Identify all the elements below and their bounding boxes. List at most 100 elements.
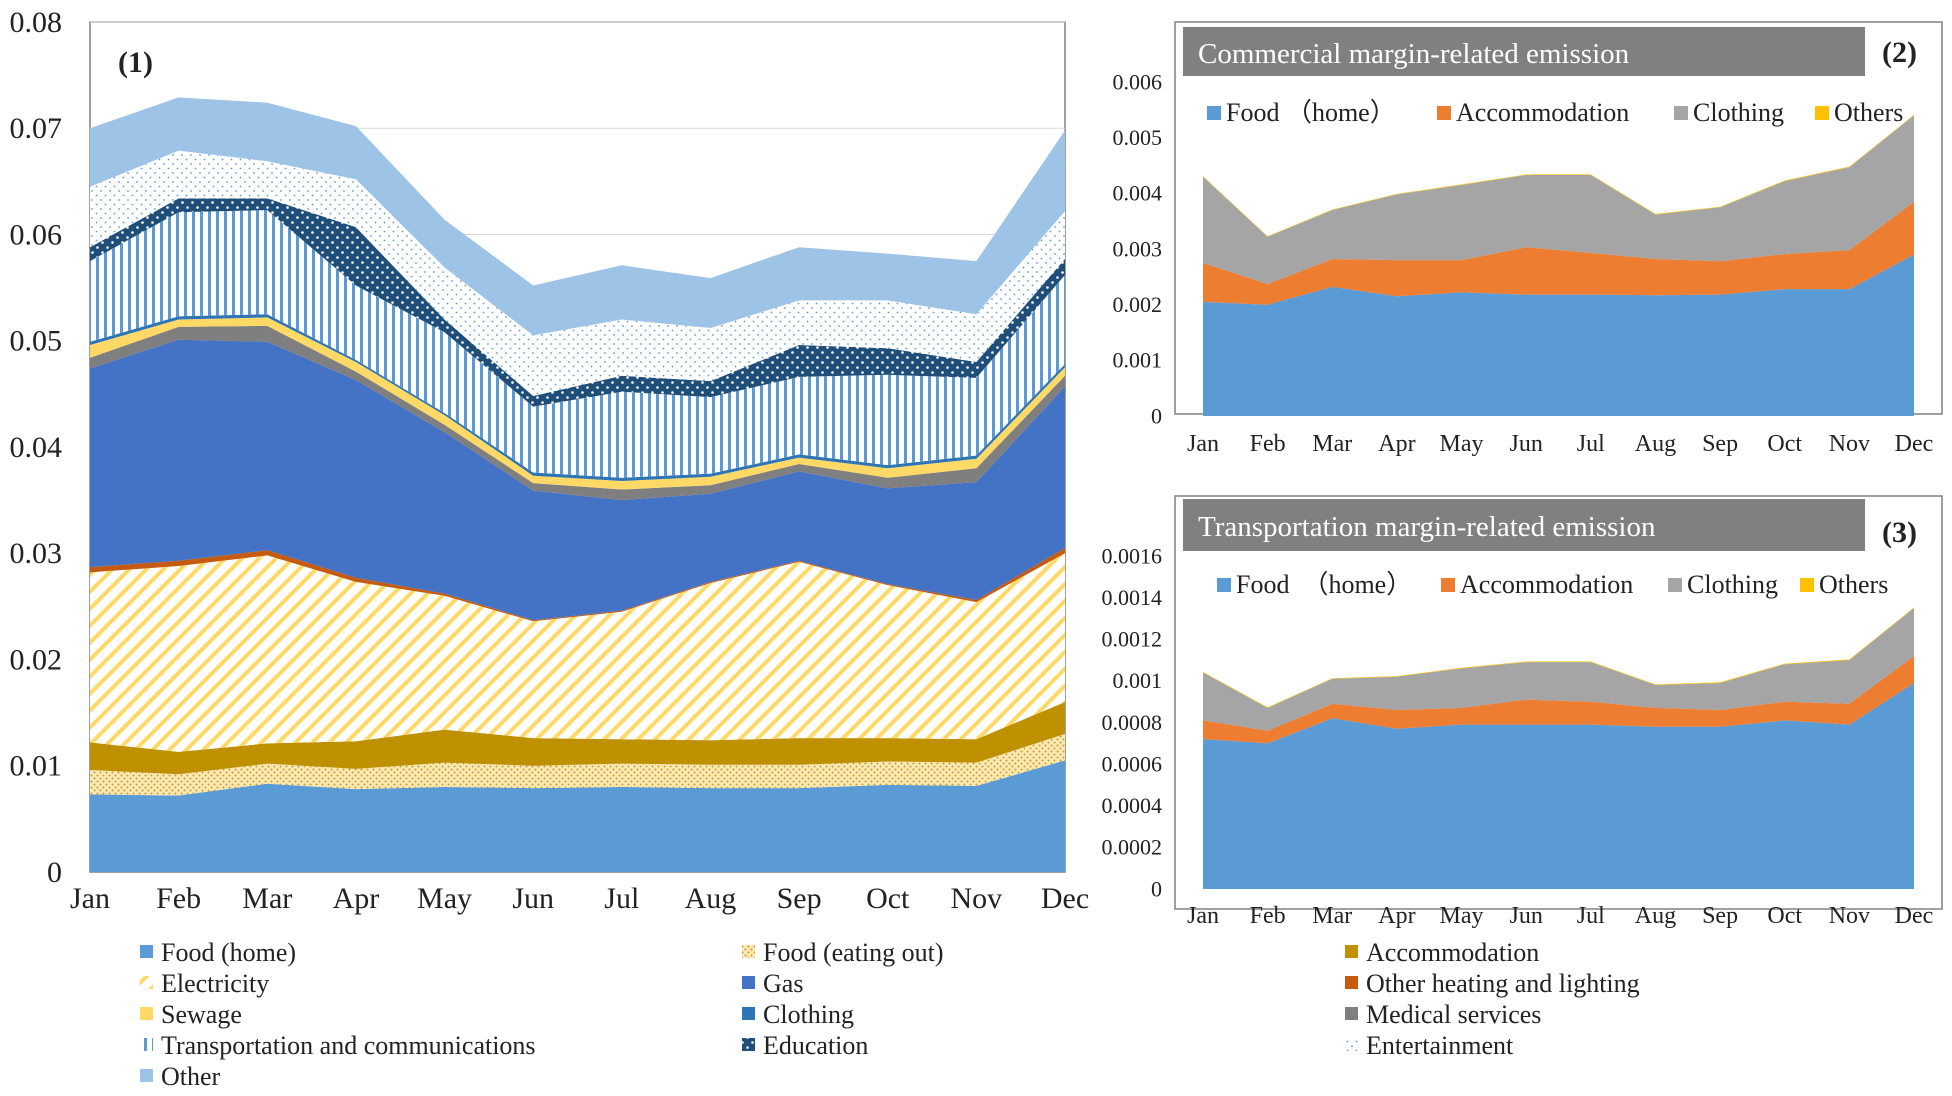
legend-swatch-food-home — [140, 945, 153, 958]
x-tick-label: May — [1440, 431, 1484, 457]
y-tick-label: 0.01 — [10, 750, 63, 783]
legend-swatch-food-home — [1217, 578, 1231, 592]
legend-swatch-transportation — [140, 1038, 153, 1051]
y-tick-label: 0 — [1151, 876, 1162, 901]
legend-label: Education — [763, 1031, 868, 1060]
area-series-gas — [90, 339, 1065, 621]
x-tick-label: Aug — [685, 882, 737, 915]
legend-swatch-clothing — [1668, 578, 1682, 592]
legend-swatch-others — [1815, 106, 1829, 120]
legend-label: Food (home) — [161, 938, 296, 967]
y-tick-label: 0.0016 — [1102, 543, 1163, 568]
panel-label-2: (2) — [1882, 36, 1917, 69]
x-tick-label: Nov — [1829, 431, 1870, 457]
legend-swatch-medical — [1345, 1007, 1358, 1020]
x-tick-label: Aug — [1635, 431, 1676, 457]
x-tick-label: Dec — [1041, 882, 1089, 915]
y-tick-label: 0.04 — [10, 431, 63, 464]
y-tick-label: 0.0006 — [1102, 751, 1163, 776]
x-tick-label: Jun — [1510, 903, 1543, 929]
commercial-legend: Food （home） Accommodation Clothing Other… — [1207, 98, 1903, 127]
x-tick-label: Mar — [242, 882, 292, 915]
x-tick-label: Oct — [1767, 903, 1802, 929]
y-tick-label: 0.06 — [10, 218, 63, 251]
x-tick-label: Sep — [1702, 431, 1738, 457]
legend-label: Clothing — [1687, 570, 1778, 599]
x-tick-label: Apr — [1378, 431, 1415, 457]
legend-swatch-accommodation — [1437, 106, 1451, 120]
commercial-title-bar — [1183, 27, 1865, 76]
x-tick-label: Mar — [1312, 431, 1352, 457]
transport-panel-frame — [1174, 495, 1943, 910]
legend-label: Accommodation — [1456, 98, 1629, 127]
x-tick-label: Oct — [866, 882, 910, 915]
x-tick-label: Jan — [1187, 431, 1219, 457]
area-series-entertainment — [90, 150, 1065, 396]
transport-title: Transportation margin-related emission — [1198, 511, 1656, 543]
main-plot: 0 0.01 0.02 0.03 0.04 0.05 0.06 0.07 0.08 Jan Feb M… — [10, 6, 1090, 915]
x-tick-label: Feb — [1250, 431, 1286, 457]
legend-swatch-clothing — [742, 1007, 755, 1020]
x-tick-label: Feb — [1250, 903, 1286, 929]
legend-label: Accommodation — [1460, 570, 1633, 599]
legend-swatch-clothing — [1674, 106, 1688, 120]
legend-swatch-accommodation — [1441, 578, 1455, 592]
area-series-transportation-and-communications — [90, 210, 1065, 478]
y-tick-label: 0.02 — [10, 643, 63, 676]
y-tick-label: 0.03 — [10, 537, 63, 570]
legend-swatch-entertainment — [1345, 1038, 1358, 1051]
area-series-accommodation — [90, 702, 1065, 775]
area-series-clothing — [1203, 115, 1914, 285]
x-tick-label: Feb — [156, 882, 201, 915]
legend-swatch-food-eating-out — [742, 945, 755, 958]
x-tick-label: Nov — [1829, 903, 1870, 929]
x-tick-label: Sep — [1702, 903, 1738, 929]
area-series-food-home — [1203, 683, 1914, 889]
x-tick-label: Jul — [1577, 903, 1605, 929]
legend-swatch-other-heating — [1345, 976, 1358, 989]
x-tick-label: Dec — [1895, 431, 1934, 457]
legend-swatch-electricity — [140, 976, 153, 989]
legend-swatch-other — [140, 1069, 153, 1082]
area-series-food-eating-out — [90, 733, 1065, 796]
y-tick-label: 0.003 — [1113, 236, 1163, 261]
legend-swatch-food-home — [1207, 106, 1221, 120]
legend-label: Medical services — [1366, 1000, 1541, 1029]
y-tick-label: 0 — [47, 856, 62, 889]
x-tick-label: May — [1440, 903, 1484, 929]
x-tick-label: Oct — [1767, 431, 1802, 457]
legend-label: Other heating and lighting — [1366, 969, 1640, 998]
transport-title-bar — [1183, 499, 1865, 551]
legend-label: Food （home） — [1226, 98, 1396, 127]
y-tick-label: 0.006 — [1113, 69, 1163, 94]
legend-label: Other — [161, 1062, 221, 1091]
x-tick-label: Jan — [1187, 903, 1219, 929]
legend-label: Others — [1819, 570, 1888, 599]
y-tick-label: 0.005 — [1113, 125, 1163, 150]
x-tick-label: Jun — [512, 882, 554, 915]
x-tick-label: Aug — [1635, 903, 1676, 929]
y-tick-label: 0.08 — [10, 6, 63, 39]
x-tick-label: Nov — [951, 882, 1003, 915]
main-legend: Food (home) Electricity Sewage Transport… — [140, 938, 1640, 1091]
transport-plot: 0 0.0002 0.0004 0.0006 0.0008 0.001 0.0012 0.00… — [1102, 543, 1934, 929]
legend-label: Food （home） — [1236, 570, 1412, 599]
y-tick-label: 0.0014 — [1102, 585, 1163, 610]
legend-label: Transportation and communications — [161, 1031, 536, 1060]
legend-label: Food (eating out) — [763, 938, 944, 967]
x-tick-label: Mar — [1312, 903, 1352, 929]
y-tick-label: 0.07 — [10, 112, 63, 145]
x-tick-label: Apr — [1378, 903, 1415, 929]
x-tick-label: Sep — [777, 882, 822, 915]
x-tick-label: Dec — [1895, 903, 1934, 929]
y-tick-label: 0.0012 — [1102, 627, 1163, 652]
legend-swatch-others — [1800, 578, 1814, 592]
transport-legend: Food （home） Accommodation Clothing Other… — [1217, 570, 1888, 599]
y-tick-label: 0.004 — [1113, 181, 1163, 206]
legend-label: Clothing — [1693, 98, 1784, 127]
legend-label: Electricity — [161, 969, 269, 998]
commercial-title: Commercial margin-related emission — [1198, 38, 1630, 70]
panel-label-1: (1) — [118, 46, 153, 79]
